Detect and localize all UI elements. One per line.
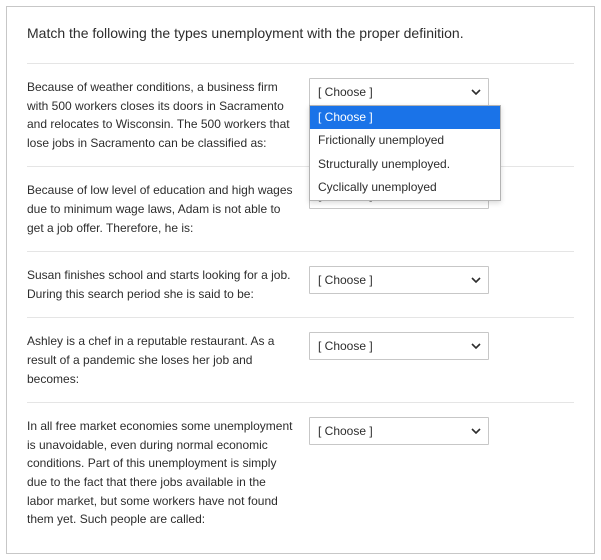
select-wrap: [ Choose ] <box>309 417 489 445</box>
dropdown-option[interactable]: Cyclically unemployed <box>310 176 500 199</box>
answer-select[interactable]: [ Choose ] <box>309 266 489 294</box>
select-wrap: [ Choose ] <box>309 266 489 294</box>
dropdown-option[interactable]: Frictionally unemployed <box>310 129 500 152</box>
match-row: In all free market economies some unempl… <box>27 417 574 529</box>
match-prompt: Susan finishes school and starts looking… <box>27 266 295 303</box>
match-row: Because of weather conditions, a busines… <box>27 78 574 152</box>
dropdown-option[interactable]: Structurally unemployed. <box>310 153 500 176</box>
match-prompt: Because of low level of education and hi… <box>27 181 295 237</box>
question-title: Match the following the types unemployme… <box>27 25 574 41</box>
divider <box>27 402 574 403</box>
select-wrap: [ Choose ][ Choose ]Frictionally unemplo… <box>309 78 489 106</box>
answer-select[interactable]: [ Choose ] <box>309 417 489 445</box>
match-prompt: In all free market economies some unempl… <box>27 417 295 529</box>
match-row: Susan finishes school and starts looking… <box>27 266 574 303</box>
select-wrap: [ Choose ] <box>309 332 489 360</box>
match-prompt: Because of weather conditions, a busines… <box>27 78 295 152</box>
dropdown-panel: [ Choose ]Frictionally unemployedStructu… <box>309 105 501 201</box>
divider <box>27 63 574 64</box>
question-container: Match the following the types unemployme… <box>6 6 595 554</box>
dropdown-option[interactable]: [ Choose ] <box>310 106 500 129</box>
match-prompt: Ashley is a chef in a reputable restaura… <box>27 332 295 388</box>
answer-select[interactable]: [ Choose ] <box>309 78 489 106</box>
answer-select[interactable]: [ Choose ] <box>309 332 489 360</box>
divider <box>27 251 574 252</box>
divider <box>27 317 574 318</box>
match-row: Ashley is a chef in a reputable restaura… <box>27 332 574 388</box>
